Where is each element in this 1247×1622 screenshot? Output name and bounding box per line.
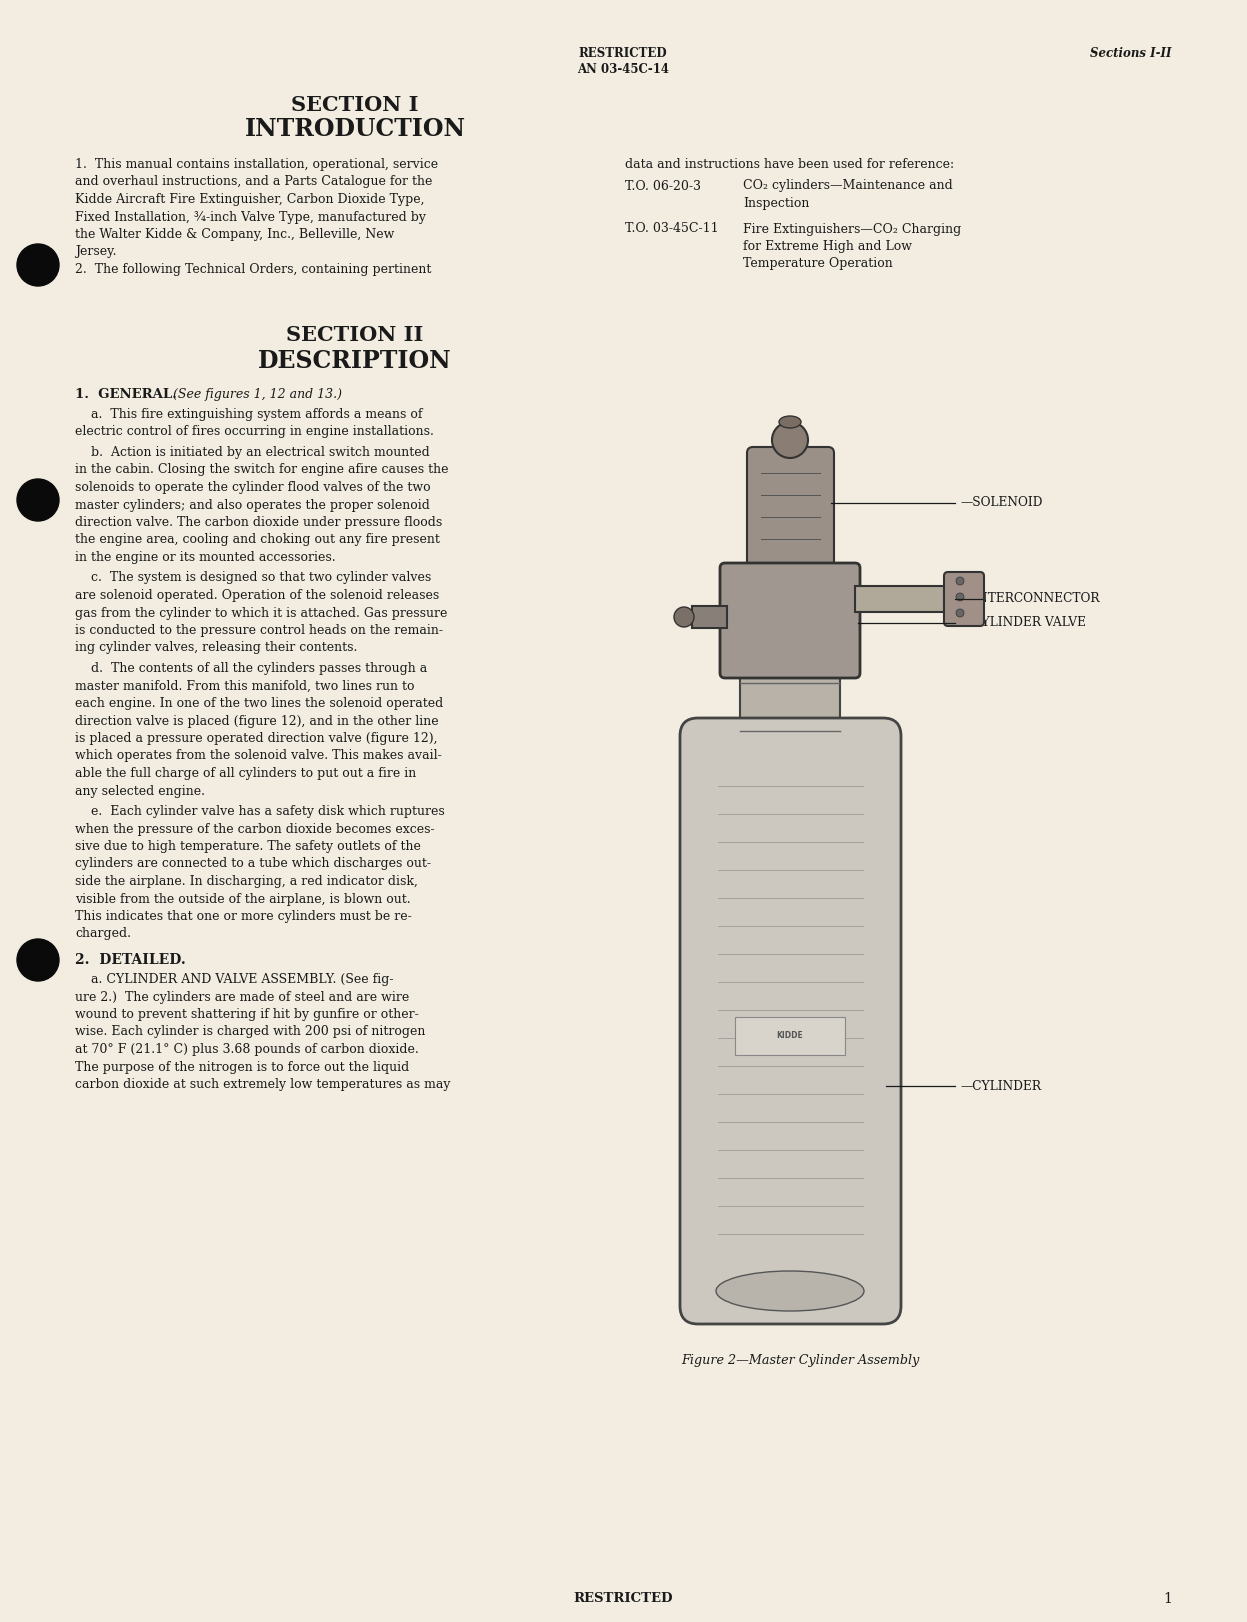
Bar xyxy=(692,607,727,628)
Text: 2.  DETAILED.: 2. DETAILED. xyxy=(75,954,186,967)
Ellipse shape xyxy=(779,415,801,428)
Text: charged.: charged. xyxy=(75,928,131,941)
Text: electric control of fires occurring in engine installations.: electric control of fires occurring in e… xyxy=(75,425,434,438)
FancyBboxPatch shape xyxy=(720,563,860,678)
Text: —INTERCONNECTOR: —INTERCONNECTOR xyxy=(960,592,1100,605)
Text: KIDDE: KIDDE xyxy=(777,1032,803,1040)
Text: any selected engine.: any selected engine. xyxy=(75,785,205,798)
Text: The purpose of the nitrogen is to force out the liquid: The purpose of the nitrogen is to force … xyxy=(75,1061,409,1074)
Text: which operates from the solenoid valve. This makes avail-: which operates from the solenoid valve. … xyxy=(75,749,441,762)
Circle shape xyxy=(17,243,59,285)
Text: SECTION II: SECTION II xyxy=(287,324,424,345)
Bar xyxy=(739,668,840,746)
Text: d.  The contents of all the cylinders passes through a: d. The contents of all the cylinders pas… xyxy=(75,662,428,675)
Text: 1: 1 xyxy=(1163,1593,1172,1606)
Text: data and instructions have been used for reference:: data and instructions have been used for… xyxy=(625,157,954,170)
Text: a. CYLINDER AND VALVE ASSEMBLY. (See fig-: a. CYLINDER AND VALVE ASSEMBLY. (See fig… xyxy=(75,973,394,986)
Text: at 70° F (21.1° C) plus 3.68 pounds of carbon dioxide.: at 70° F (21.1° C) plus 3.68 pounds of c… xyxy=(75,1043,419,1056)
Text: c.  The system is designed so that two cylinder valves: c. The system is designed so that two cy… xyxy=(75,571,431,584)
Text: DESCRIPTION: DESCRIPTION xyxy=(258,349,451,373)
Text: visible from the outside of the airplane, is blown out.: visible from the outside of the airplane… xyxy=(75,892,410,905)
Text: master cylinders; and also operates the proper solenoid: master cylinders; and also operates the … xyxy=(75,498,430,511)
Text: in the engine or its mounted accessories.: in the engine or its mounted accessories… xyxy=(75,551,335,564)
Circle shape xyxy=(772,422,808,457)
Text: 1.  This manual contains installation, operational, service: 1. This manual contains installation, op… xyxy=(75,157,438,170)
Text: Fire Extinguishers—CO₂ Charging: Fire Extinguishers—CO₂ Charging xyxy=(743,222,961,235)
Text: T.O. 06-20-3: T.O. 06-20-3 xyxy=(625,180,701,193)
Circle shape xyxy=(956,594,964,602)
Ellipse shape xyxy=(716,1272,864,1311)
Text: solenoids to operate the cylinder flood valves of the two: solenoids to operate the cylinder flood … xyxy=(75,482,430,495)
Text: direction valve is placed (figure 12), and in the other line: direction valve is placed (figure 12), a… xyxy=(75,715,439,728)
Text: gas from the cylinder to which it is attached. Gas pressure: gas from the cylinder to which it is att… xyxy=(75,607,448,620)
Text: is placed a pressure operated direction valve (figure 12),: is placed a pressure operated direction … xyxy=(75,732,438,744)
Text: is conducted to the pressure control heads on the remain-: is conducted to the pressure control hea… xyxy=(75,624,443,637)
Text: RESTRICTED: RESTRICTED xyxy=(574,1593,672,1606)
Text: are solenoid operated. Operation of the solenoid releases: are solenoid operated. Operation of the … xyxy=(75,589,439,602)
Text: (See figures 1, 12 and 13.): (See figures 1, 12 and 13.) xyxy=(173,388,342,401)
Text: each engine. In one of the two lines the solenoid operated: each engine. In one of the two lines the… xyxy=(75,697,443,710)
Text: wise. Each cylinder is charged with 200 psi of nitrogen: wise. Each cylinder is charged with 200 … xyxy=(75,1025,425,1038)
Circle shape xyxy=(956,608,964,616)
Text: RESTRICTED: RESTRICTED xyxy=(579,47,667,60)
Text: able the full charge of all cylinders to put out a fire in: able the full charge of all cylinders to… xyxy=(75,767,416,780)
Text: direction valve. The carbon dioxide under pressure floods: direction valve. The carbon dioxide unde… xyxy=(75,516,443,529)
Text: master manifold. From this manifold, two lines run to: master manifold. From this manifold, two… xyxy=(75,680,414,693)
Text: carbon dioxide at such extremely low temperatures as may: carbon dioxide at such extremely low tem… xyxy=(75,1079,450,1092)
Bar xyxy=(855,586,950,611)
Text: AN 03-45C-14: AN 03-45C-14 xyxy=(577,63,668,76)
Text: —CYLINDER VALVE: —CYLINDER VALVE xyxy=(960,616,1086,629)
Text: T.O. 03-45C-11: T.O. 03-45C-11 xyxy=(625,222,718,235)
Text: Temperature Operation: Temperature Operation xyxy=(743,258,893,271)
Text: Kidde Aircraft Fire Extinguisher, Carbon Dioxide Type,: Kidde Aircraft Fire Extinguisher, Carbon… xyxy=(75,193,424,206)
Text: in the cabin. Closing the switch for engine afire causes the: in the cabin. Closing the switch for eng… xyxy=(75,464,449,477)
Text: Sections I-II: Sections I-II xyxy=(1090,47,1172,60)
Text: Figure 2—Master Cylinder Assembly: Figure 2—Master Cylinder Assembly xyxy=(681,1354,919,1367)
Text: for Extreme High and Low: for Extreme High and Low xyxy=(743,240,912,253)
Text: and overhaul instructions, and a Parts Catalogue for the: and overhaul instructions, and a Parts C… xyxy=(75,175,433,188)
Text: This indicates that one or more cylinders must be re-: This indicates that one or more cylinder… xyxy=(75,910,412,923)
Text: INTRODUCTION: INTRODUCTION xyxy=(244,117,465,141)
Circle shape xyxy=(673,607,695,628)
Text: side the airplane. In discharging, a red indicator disk,: side the airplane. In discharging, a red… xyxy=(75,874,418,887)
Text: b.  Action is initiated by an electrical switch mounted: b. Action is initiated by an electrical … xyxy=(75,446,430,459)
Circle shape xyxy=(956,577,964,586)
FancyBboxPatch shape xyxy=(680,719,902,1324)
Text: Jersey.: Jersey. xyxy=(75,245,116,258)
Circle shape xyxy=(17,478,59,521)
Text: Fixed Installation, ¾-inch Valve Type, manufactured by: Fixed Installation, ¾-inch Valve Type, m… xyxy=(75,211,426,224)
Text: sive due to high temperature. The safety outlets of the: sive due to high temperature. The safety… xyxy=(75,840,421,853)
Text: cylinders are connected to a tube which discharges out-: cylinders are connected to a tube which … xyxy=(75,858,431,871)
Text: the engine area, cooling and choking out any fire present: the engine area, cooling and choking out… xyxy=(75,534,440,547)
Bar xyxy=(734,1017,845,1054)
Text: the Walter Kidde & Company, Inc., Belleville, New: the Walter Kidde & Company, Inc., Bellev… xyxy=(75,229,394,242)
Text: wound to prevent shattering if hit by gunfire or other-: wound to prevent shattering if hit by gu… xyxy=(75,1007,419,1020)
Text: —SOLENOID: —SOLENOID xyxy=(960,496,1042,509)
Text: —CYLINDER: —CYLINDER xyxy=(960,1080,1041,1093)
FancyBboxPatch shape xyxy=(944,573,984,626)
Text: a.  This fire extinguishing system affords a means of: a. This fire extinguishing system afford… xyxy=(75,409,423,422)
Circle shape xyxy=(17,939,59,981)
Text: Inspection: Inspection xyxy=(743,196,809,209)
Text: CO₂ cylinders—Maintenance and: CO₂ cylinders—Maintenance and xyxy=(743,180,953,193)
Text: ing cylinder valves, releasing their contents.: ing cylinder valves, releasing their con… xyxy=(75,641,358,655)
Text: 2.  The following Technical Orders, containing pertinent: 2. The following Technical Orders, conta… xyxy=(75,263,431,276)
Text: when the pressure of the carbon dioxide becomes exces-: when the pressure of the carbon dioxide … xyxy=(75,822,435,835)
Text: ure 2.)  The cylinders are made of steel and are wire: ure 2.) The cylinders are made of steel … xyxy=(75,991,409,1004)
FancyBboxPatch shape xyxy=(747,448,834,579)
Text: SECTION I: SECTION I xyxy=(292,96,419,115)
Text: e.  Each cylinder valve has a safety disk which ruptures: e. Each cylinder valve has a safety disk… xyxy=(75,805,445,817)
Text: 1.  GENERAL.: 1. GENERAL. xyxy=(75,388,177,401)
